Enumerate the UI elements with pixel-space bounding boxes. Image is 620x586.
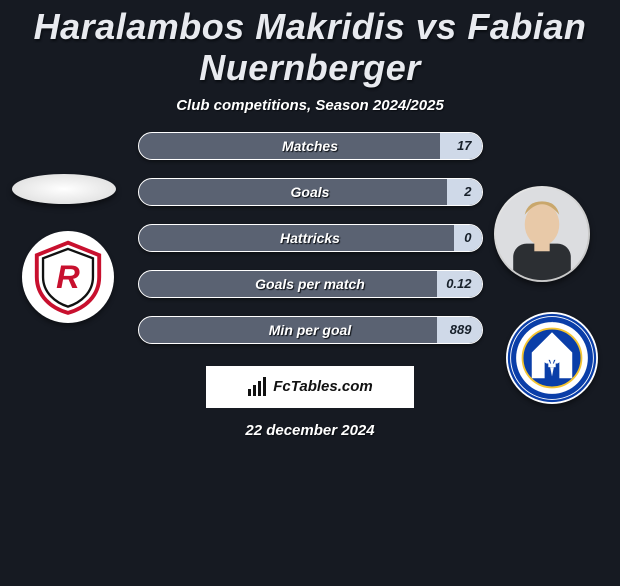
stat-label: Hattricks	[139, 225, 482, 251]
stat-row: Hattricks0	[138, 224, 483, 252]
watermark: FcTables.com	[206, 366, 414, 408]
stat-label: Goals per match	[139, 271, 482, 297]
stat-right-value: 0.12	[446, 271, 471, 297]
stat-bars: Matches17 Goals2 Hattricks0 Goals per match…	[138, 132, 483, 344]
watermark-text: FcTables.com	[273, 378, 372, 395]
subtitle: Club competitions, Season 2024/2025	[0, 97, 620, 114]
stat-right-value: 2	[464, 179, 471, 205]
stat-right-value: 17	[457, 133, 471, 159]
page-title: Haralambos Makridis vs Fabian Nuernberge…	[30, 6, 590, 89]
chart-icon	[247, 377, 267, 397]
stat-row: Goals2	[138, 178, 483, 206]
stat-row: Goals per match0.12	[138, 270, 483, 298]
stat-label: Goals	[139, 179, 482, 205]
stat-row: Matches17	[138, 132, 483, 160]
stat-right-value: 889	[450, 317, 472, 343]
stat-right-value: 0	[464, 225, 471, 251]
stat-label: Matches	[139, 133, 482, 159]
stat-label: Min per goal	[139, 317, 482, 343]
date-label: 22 december 2024	[0, 422, 620, 439]
stat-row: Min per goal889	[138, 316, 483, 344]
